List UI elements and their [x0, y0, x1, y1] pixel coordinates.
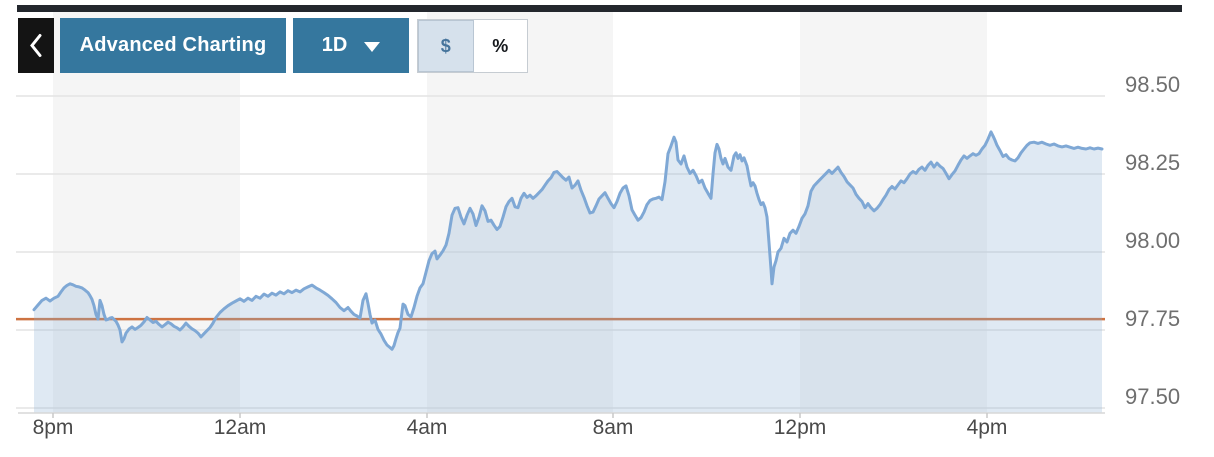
x-axis-label: 12am — [214, 416, 267, 439]
price-line — [32, 130, 1104, 351]
dollar-toggle-button[interactable]: $ — [418, 20, 474, 72]
caret-down-icon — [364, 41, 381, 52]
time-bands — [53, 12, 987, 413]
x-axis-labels: 8pm 12am 4am 8am 12pm 4pm — [33, 416, 1008, 439]
price-area-fill — [34, 131, 1102, 413]
y-axis-label: 97.50 — [1125, 384, 1180, 409]
chevron-left-icon — [30, 34, 42, 57]
advanced-charting-button[interactable]: Advanced Charting — [60, 18, 286, 73]
x-axis-label: 4am — [407, 416, 448, 439]
x-axis-label: 12pm — [774, 416, 827, 439]
x-axis-label: 4pm — [967, 416, 1008, 439]
x-axis-label: 8pm — [33, 416, 74, 439]
gridlines — [16, 95, 1105, 409]
y-axis-label: 98.25 — [1125, 150, 1180, 175]
timeframe-selected-label: 1D — [321, 34, 348, 56]
percent-toggle-button[interactable]: % — [473, 20, 527, 72]
advanced-charting-label: Advanced Charting — [79, 34, 267, 56]
x-axis-label: 8am — [593, 416, 634, 439]
x-axis-ticks — [52, 413, 988, 418]
y-axis-label: 98.00 — [1125, 228, 1180, 253]
y-axis-label: 98.50 — [1125, 72, 1180, 97]
timeframe-dropdown[interactable]: 1D — [293, 18, 409, 73]
top-accent-bar — [17, 5, 1182, 12]
y-axis-label: 97.75 — [1125, 306, 1180, 331]
unit-toggle: $ % — [417, 19, 528, 73]
back-button[interactable] — [18, 18, 54, 73]
y-axis-labels: 98.50 98.25 98.00 97.75 97.50 — [1125, 72, 1180, 409]
